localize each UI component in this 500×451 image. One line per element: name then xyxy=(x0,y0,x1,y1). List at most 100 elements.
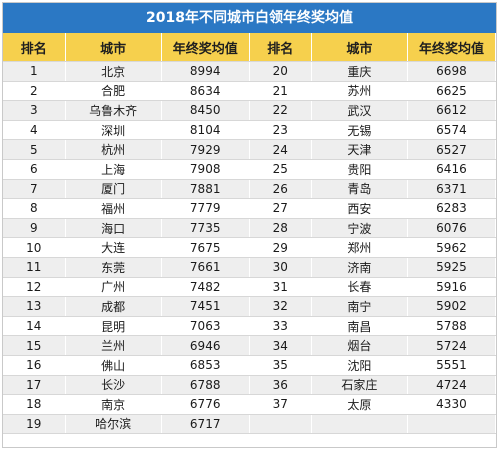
salary-table-frame: 2018年不同城市白领年终奖均值 排名 城市 年终奖均值 排名 城市 年终奖均值… xyxy=(2,2,497,448)
bonus-table: 排名 城市 年终奖均值 排名 城市 年终奖均值 1 北京 8994 20 重庆 6698 2… xyxy=(3,33,497,435)
cell-rank-right: 30 xyxy=(249,257,312,278)
cell-city-right: 苏州 xyxy=(311,81,408,102)
cell-value-left: 7929 xyxy=(161,139,250,160)
cell-rank-left: 16 xyxy=(3,355,66,376)
cell-rank-right: 21 xyxy=(249,81,312,102)
header-value-right: 年终奖均值 xyxy=(407,33,497,62)
cell-city-left: 深圳 xyxy=(65,120,162,141)
cell-value-right: 5962 xyxy=(407,237,497,258)
table-row: 7 厦门 7881 26 青岛 6371 xyxy=(3,179,497,200)
table-row: 18 南京 6776 37 太原 4330 xyxy=(3,394,497,415)
cell-rank-right: 27 xyxy=(249,198,312,219)
cell-city-left: 长沙 xyxy=(65,375,162,396)
cell-value-right: 5916 xyxy=(407,277,497,298)
cell-rank-left: 13 xyxy=(3,296,66,317)
cell-city-left: 佛山 xyxy=(65,355,162,376)
cell-city-left: 成都 xyxy=(65,296,162,317)
cell-value-right: 6076 xyxy=(407,218,497,239)
cell-value-left: 8994 xyxy=(161,61,250,82)
cell-city-right: 西安 xyxy=(311,198,408,219)
table-row: 9 海口 7735 28 宁波 6076 xyxy=(3,218,497,239)
table-row: 14 昆明 7063 33 南昌 5788 xyxy=(3,316,497,337)
cell-value-right: 6416 xyxy=(407,159,497,180)
table-row: 4 深圳 8104 23 无锡 6574 xyxy=(3,120,497,141)
cell-city-left: 昆明 xyxy=(65,316,162,337)
cell-city-left: 上海 xyxy=(65,159,162,180)
cell-value-left: 8104 xyxy=(161,120,250,141)
cell-city-right: 无锡 xyxy=(311,120,408,141)
cell-rank-right: 20 xyxy=(249,61,312,82)
cell-rank-left: 17 xyxy=(3,375,66,396)
cell-city-left: 福州 xyxy=(65,198,162,219)
cell-rank-left: 2 xyxy=(3,81,66,102)
cell-city-right: 济南 xyxy=(311,257,408,278)
header-city-right: 城市 xyxy=(311,33,408,62)
cell-value-left: 6946 xyxy=(161,335,250,356)
cell-rank-left: 10 xyxy=(3,237,66,258)
table-row: 11 东莞 7661 30 济南 5925 xyxy=(3,257,497,278)
cell-rank-right: 22 xyxy=(249,100,312,121)
cell-rank-right: 26 xyxy=(249,179,312,200)
cell-value-left: 7063 xyxy=(161,316,250,337)
cell-rank-left: 4 xyxy=(3,120,66,141)
cell-rank-right: 34 xyxy=(249,335,312,356)
header-rank-left: 排名 xyxy=(3,33,66,62)
header-value-left: 年终奖均值 xyxy=(161,33,250,62)
table-row: 3 乌鲁木齐 8450 22 武汉 6612 xyxy=(3,100,497,121)
cell-city-right: 太原 xyxy=(311,394,408,415)
cell-city-right: 南宁 xyxy=(311,296,408,317)
table-row: 19 哈尔滨 6717 xyxy=(3,414,497,435)
cell-city-right: 沈阳 xyxy=(311,355,408,376)
cell-rank-left: 18 xyxy=(3,394,66,415)
cell-rank-left: 11 xyxy=(3,257,66,278)
cell-value-left: 7451 xyxy=(161,296,250,317)
cell-value-right: 6574 xyxy=(407,120,497,141)
cell-city-right: 青岛 xyxy=(311,179,408,200)
table-row: 16 佛山 6853 35 沈阳 5551 xyxy=(3,355,497,376)
table-title: 2018年不同城市白领年终奖均值 xyxy=(3,3,496,33)
cell-city-left: 南京 xyxy=(65,394,162,415)
table-row: 1 北京 8994 20 重庆 6698 xyxy=(3,61,497,82)
cell-city-left: 乌鲁木齐 xyxy=(65,100,162,121)
cell-value-right: 5902 xyxy=(407,296,497,317)
cell-rank-right: 23 xyxy=(249,120,312,141)
cell-rank-right: 36 xyxy=(249,375,312,396)
cell-city-left: 兰州 xyxy=(65,335,162,356)
table-row: 15 兰州 6946 34 烟台 5724 xyxy=(3,335,497,356)
table-row: 8 福州 7779 27 西安 6283 xyxy=(3,198,497,219)
cell-city-left: 海口 xyxy=(65,218,162,239)
cell-rank-right: 37 xyxy=(249,394,312,415)
cell-value-right: 5925 xyxy=(407,257,497,278)
cell-value-left: 7908 xyxy=(161,159,250,180)
cell-rank-left: 14 xyxy=(3,316,66,337)
cell-value-right: 6371 xyxy=(407,179,497,200)
cell-value-right: 4330 xyxy=(407,394,497,415)
cell-rank-right: 35 xyxy=(249,355,312,376)
cell-city-right: 石家庄 xyxy=(311,375,408,396)
cell-rank-right: 24 xyxy=(249,139,312,160)
table-row: 5 杭州 7929 24 天津 6527 xyxy=(3,139,497,160)
cell-rank-right: 31 xyxy=(249,277,312,298)
cell-rank-left: 3 xyxy=(3,100,66,121)
cell-value-left: 7779 xyxy=(161,198,250,219)
cell-value-right: 6283 xyxy=(407,198,497,219)
cell-value-left: 8450 xyxy=(161,100,250,121)
cell-value-right: 5724 xyxy=(407,335,497,356)
cell-value-right: 6527 xyxy=(407,139,497,160)
cell-rank-left: 19 xyxy=(3,414,66,435)
cell-value-left: 7482 xyxy=(161,277,250,298)
cell-rank-right: 32 xyxy=(249,296,312,317)
cell-city-left: 厦门 xyxy=(65,179,162,200)
cell-value-left: 7661 xyxy=(161,257,250,278)
header-city-left: 城市 xyxy=(65,33,162,62)
table-body: 1 北京 8994 20 重庆 6698 2 合肥 8634 21 苏州 6625 3 乌鲁木齐 8450 2… xyxy=(3,61,497,435)
cell-city-right: 烟台 xyxy=(311,335,408,356)
cell-value-left: 6776 xyxy=(161,394,250,415)
cell-city-right: 天津 xyxy=(311,139,408,160)
cell-value-right xyxy=(407,414,497,435)
cell-value-left: 6853 xyxy=(161,355,250,376)
cell-rank-right: 29 xyxy=(249,237,312,258)
cell-city-right: 重庆 xyxy=(311,61,408,82)
cell-rank-left: 1 xyxy=(3,61,66,82)
cell-value-right: 6612 xyxy=(407,100,497,121)
